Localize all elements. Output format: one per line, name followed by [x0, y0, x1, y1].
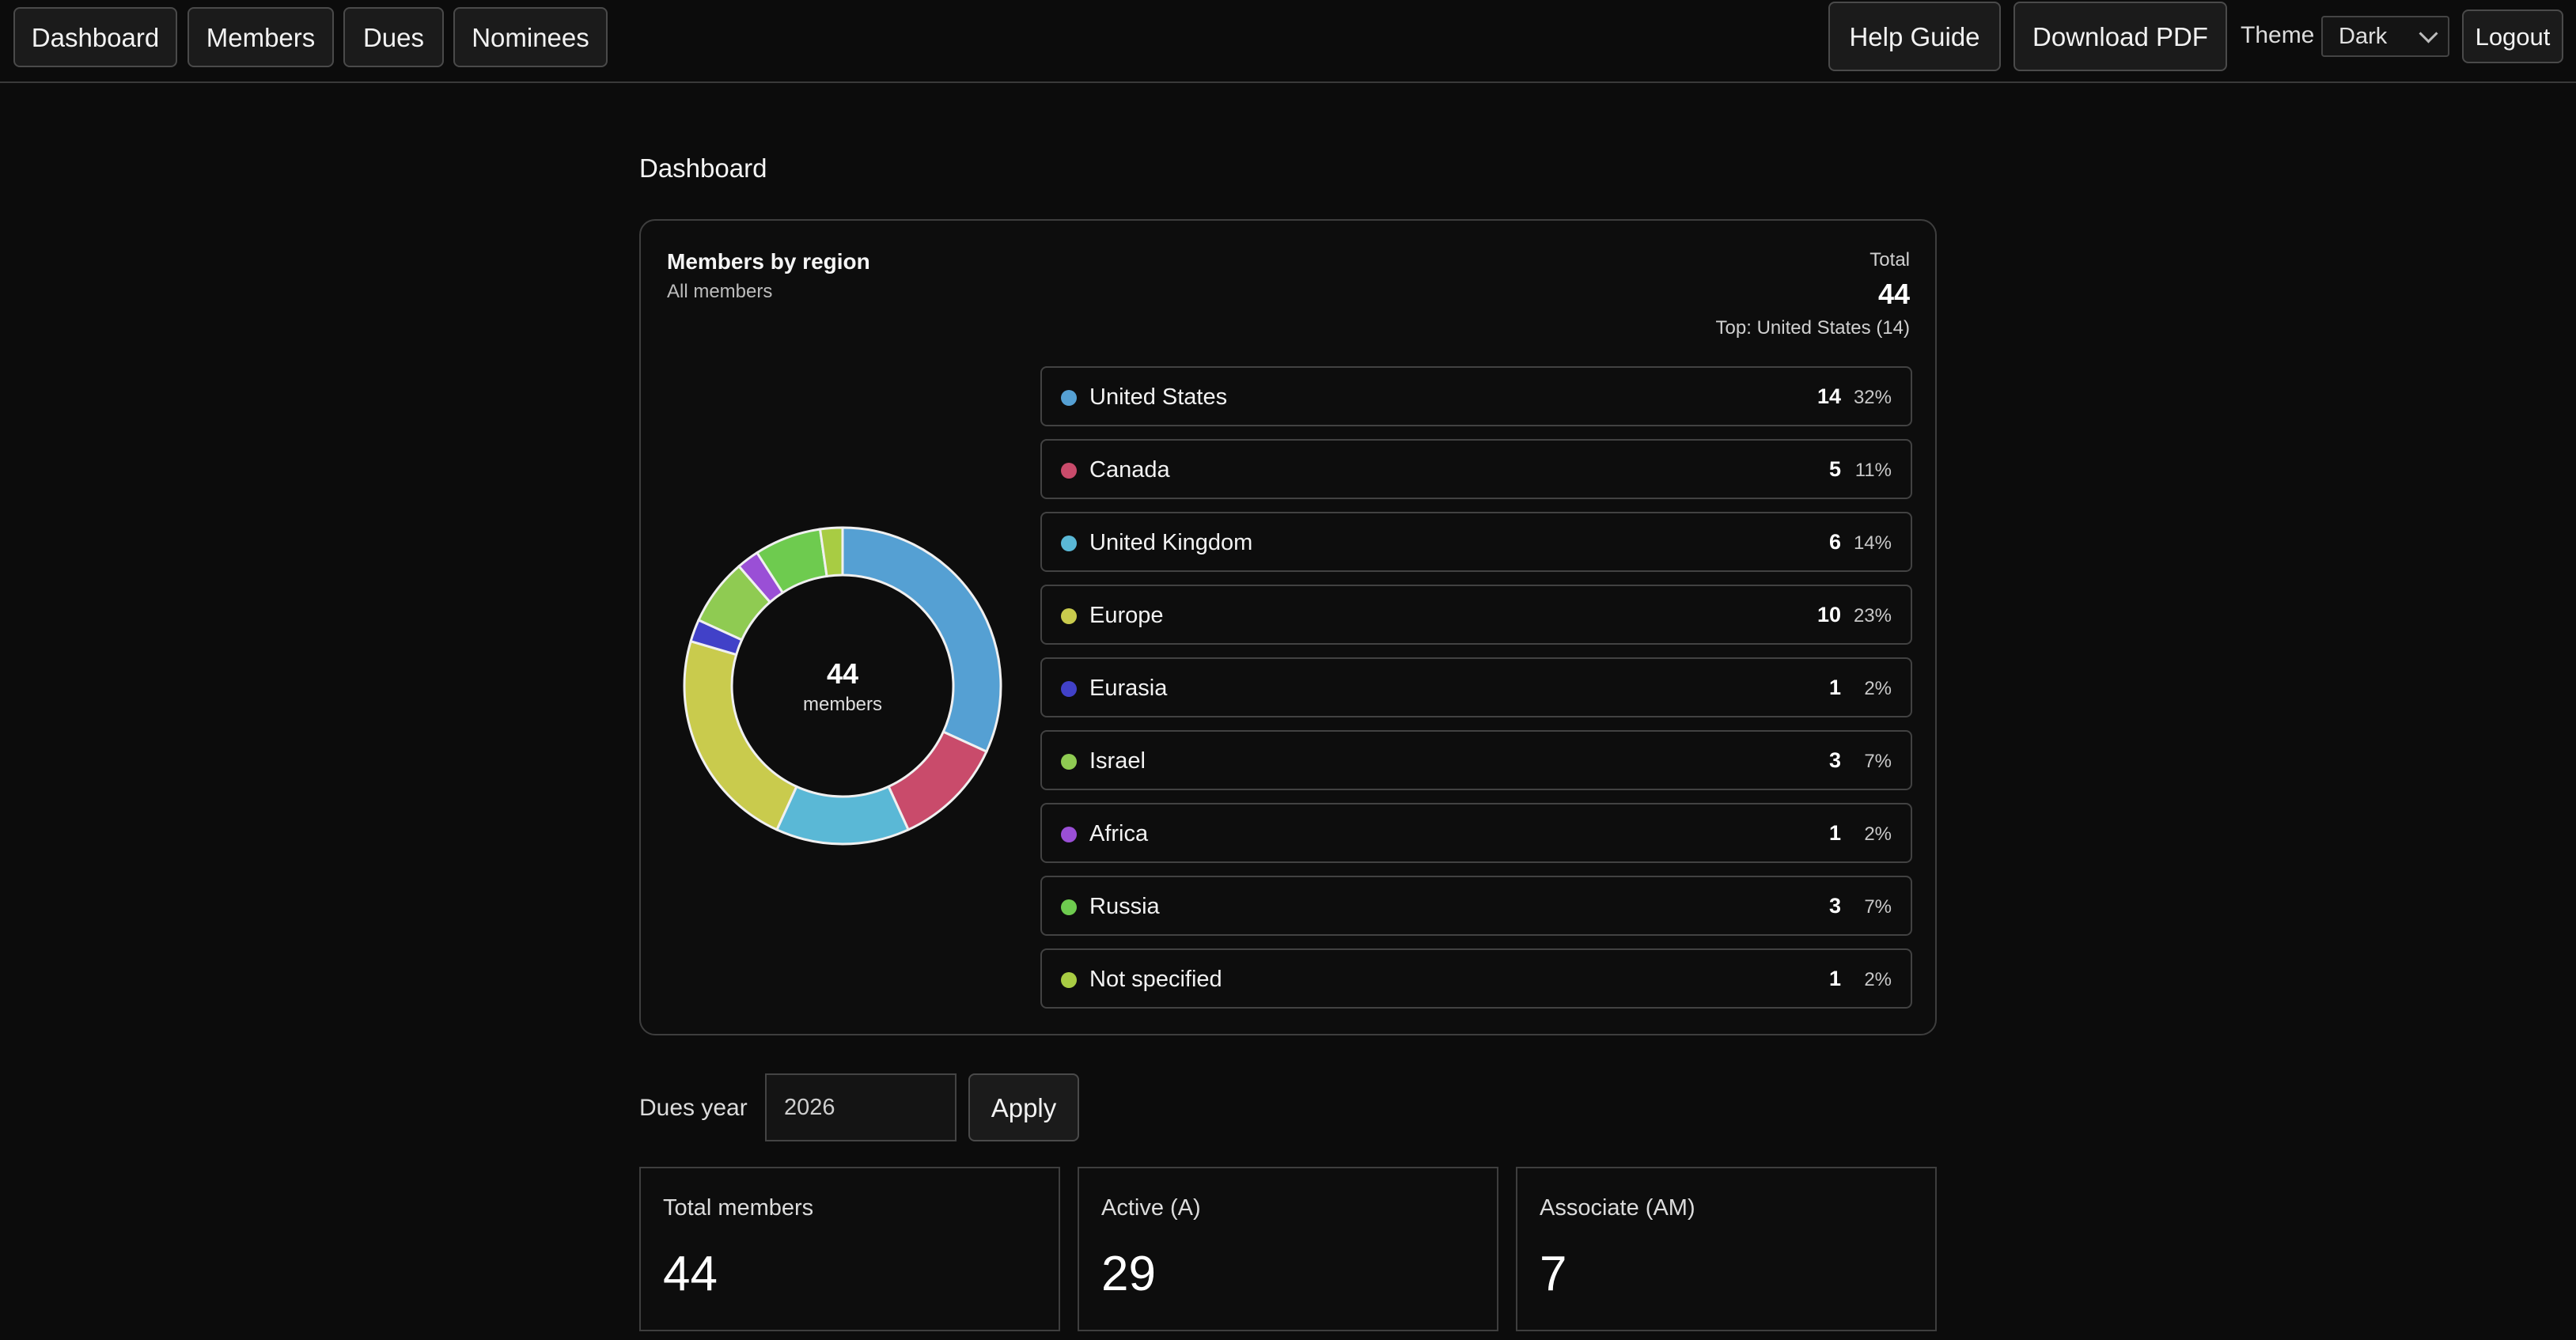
stat-label: Active (A): [1101, 1195, 1201, 1221]
stat-label: Total members: [663, 1195, 814, 1221]
stat-value: 29: [1101, 1247, 1156, 1301]
donut-center-value: 44: [827, 657, 858, 690]
legend-percent: 23%: [1853, 605, 1892, 626]
legend-percent: 14%: [1853, 532, 1892, 554]
legend-region-name: Africa: [1089, 821, 1149, 846]
legend-percent: 32%: [1853, 387, 1892, 408]
legend-color-dot: [1061, 754, 1077, 770]
total-label: Total: [1869, 249, 1910, 271]
legend-color-dot: [1061, 608, 1077, 624]
legend-color-dot: [1061, 899, 1077, 915]
members-by-region-card: Members by region All members Total 44 T…: [639, 219, 1937, 1035]
legend-color-dot: [1061, 390, 1077, 406]
stat-card-total-members: Total members 44: [639, 1167, 1060, 1331]
legend-color-dot: [1061, 972, 1077, 988]
tab-dues[interactable]: Dues: [343, 7, 444, 67]
card-title: Members by region: [667, 249, 870, 274]
donut-center-label: members: [803, 694, 882, 715]
legend-region-name: United Kingdom: [1089, 530, 1253, 555]
download-pdf-button[interactable]: Download PDF: [2013, 2, 2227, 71]
page-title: Dashboard: [639, 153, 767, 183]
legend-count: 5: [1828, 457, 1841, 481]
legend-color-dot: [1061, 827, 1077, 842]
legend-count: 3: [1828, 894, 1841, 918]
stat-value: 7: [1540, 1247, 1567, 1301]
legend-region-name: United States: [1089, 384, 1228, 410]
legend-count: 1: [1828, 821, 1841, 845]
card-subtitle: All members: [667, 281, 773, 302]
donut-slice-united-kingdom: [775, 785, 911, 846]
donut-slice-united-states: [841, 526, 1002, 754]
legend-row-europe: Europe 10 23%: [1040, 585, 1912, 645]
legend-percent: 2%: [1864, 823, 1892, 845]
legend-row-united-kingdom: United Kingdom 6 14%: [1040, 512, 1912, 572]
legend-color-dot: [1061, 463, 1077, 479]
donut-slice-europe: [683, 639, 798, 831]
legend-row-canada: Canada 5 11%: [1040, 439, 1912, 499]
legend-percent: 2%: [1864, 969, 1892, 990]
logout-button[interactable]: Logout: [2462, 9, 2563, 63]
total-value: 44: [1877, 278, 1910, 310]
legend-count: 6: [1828, 530, 1841, 554]
legend-row-russia: Russia 3 7%: [1040, 876, 1912, 936]
legend-count: 1: [1828, 676, 1841, 699]
legend-region-name: Europe: [1089, 603, 1164, 628]
legend-row-africa: Africa 1 2%: [1040, 803, 1912, 863]
apply-button[interactable]: Apply: [968, 1073, 1079, 1141]
legend-row-not-specified: Not specified 1 2%: [1040, 948, 1912, 1009]
legend-row-israel: Israel 3 7%: [1040, 730, 1912, 790]
legend-row-united-states: United States 14 32%: [1040, 366, 1912, 426]
legend-count: 3: [1828, 748, 1841, 772]
legend-region-name: Canada: [1089, 457, 1170, 483]
legend-color-dot: [1061, 681, 1077, 697]
top-navigation-bar: Dashboard Members Dues Nominees Help Gui…: [0, 0, 2576, 83]
legend-percent: 11%: [1854, 460, 1892, 481]
donut-slice-not-specified: [818, 526, 844, 578]
legend-region-name: Not specified: [1089, 967, 1222, 992]
legend-count: 1: [1828, 967, 1841, 990]
stat-label: Associate (AM): [1540, 1195, 1695, 1221]
tab-nominees[interactable]: Nominees: [453, 7, 608, 67]
help-guide-button[interactable]: Help Guide: [1828, 2, 2001, 71]
legend-color-dot: [1061, 536, 1077, 551]
legend-percent: 7%: [1864, 896, 1892, 918]
legend-percent: 2%: [1864, 678, 1892, 699]
legend-region-name: Eurasia: [1089, 676, 1168, 701]
theme-label: Theme: [2241, 22, 2315, 48]
theme-select[interactable]: Dark: [2321, 16, 2449, 57]
stat-value: 44: [663, 1247, 718, 1301]
tab-members[interactable]: Members: [188, 7, 334, 67]
tab-dashboard[interactable]: Dashboard: [13, 7, 177, 67]
legend-row-eurasia: Eurasia 1 2%: [1040, 657, 1912, 717]
region-donut-chart: 44 members: [683, 526, 1002, 846]
theme-select-value: Dark: [2339, 23, 2388, 49]
dues-year-label: Dues year: [639, 1095, 748, 1121]
stat-card-active: Active (A) 29: [1078, 1167, 1498, 1331]
legend-region-name: Israel: [1089, 748, 1146, 774]
donut-slice-canada: [887, 730, 988, 831]
legend-region-name: Russia: [1089, 894, 1160, 919]
legend-percent: 7%: [1864, 751, 1892, 772]
legend-count: 10: [1816, 603, 1841, 626]
top-region-note: Top: United States (14): [1715, 317, 1910, 339]
chevron-down-icon: [2419, 24, 2438, 44]
stat-card-associate: Associate (AM) 7: [1516, 1167, 1937, 1331]
dues-year-input[interactable]: [765, 1073, 957, 1141]
legend-count: 14: [1816, 384, 1841, 408]
